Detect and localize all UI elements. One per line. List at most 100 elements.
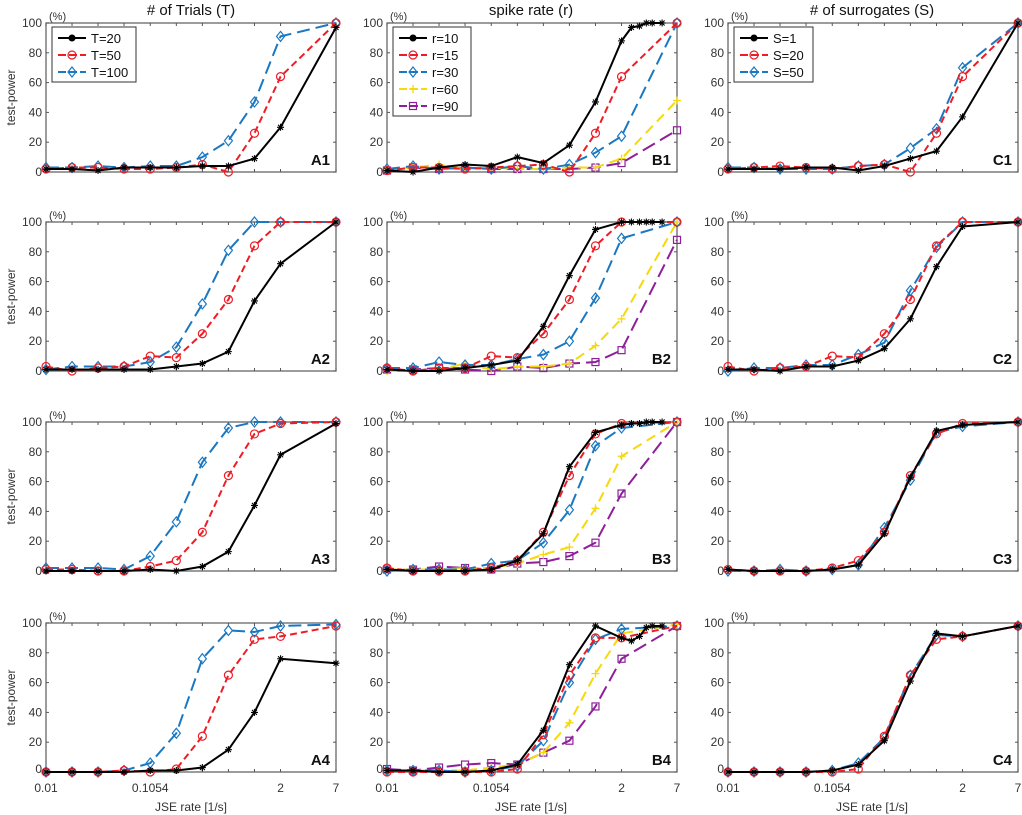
- axes-box: [45, 622, 337, 773]
- y-tick-label: 60: [29, 275, 43, 289]
- marker-diamond: [801, 766, 811, 778]
- axes-box: [45, 421, 337, 572]
- marker-circle: [672, 417, 682, 427]
- marker-diamond: [408, 66, 418, 78]
- marker-diamond: [749, 766, 759, 778]
- y-tick-label: 60: [711, 475, 725, 489]
- marker-star: [565, 272, 573, 280]
- marker-plus: [565, 543, 574, 552]
- legend-entry: T=20: [58, 31, 121, 46]
- marker-star: [120, 768, 128, 776]
- marker-star: [383, 767, 391, 775]
- series-line: [728, 624, 1019, 773]
- marker-star: [627, 23, 635, 31]
- marker-star: [932, 147, 940, 155]
- marker-star: [932, 629, 940, 637]
- marker-star: [635, 218, 643, 226]
- marker-diamond: [749, 66, 759, 78]
- legend-label: T=100: [91, 65, 128, 80]
- marker-star: [776, 768, 784, 776]
- marker-circle: [957, 72, 968, 82]
- legend-entry: S=50: [740, 65, 804, 80]
- series-T-20: [42, 218, 340, 374]
- series-line: [46, 421, 337, 572]
- x-tick-label: 0.1054: [132, 781, 169, 795]
- marker-diamond: [616, 130, 627, 143]
- marker-star: [172, 767, 180, 775]
- y-tick-label: 20: [29, 735, 43, 749]
- marker-diamond: [564, 335, 575, 348]
- marker-square: [591, 357, 600, 367]
- marker-star: [776, 567, 784, 575]
- marker-diamond: [749, 161, 759, 174]
- marker-diamond: [616, 232, 627, 245]
- marker-diamond: [67, 66, 77, 78]
- marker-star: [959, 632, 967, 640]
- marker-star: [591, 428, 599, 436]
- marker-star: [565, 661, 573, 669]
- marker-square: [617, 346, 626, 355]
- marker-star: [513, 557, 521, 565]
- marker-circle: [197, 731, 207, 741]
- marker-circle: [249, 128, 260, 138]
- marker-diamond: [223, 624, 234, 637]
- marker-diamond: [275, 30, 286, 43]
- marker-star: [880, 737, 888, 745]
- marker-diamond: [538, 536, 549, 549]
- marker-circle: [749, 50, 759, 60]
- y-tick-label: 80: [370, 646, 384, 660]
- series-line: [387, 221, 678, 370]
- marker-star: [277, 123, 285, 131]
- marker-diamond: [931, 241, 942, 254]
- y-unit-label: (%): [49, 210, 66, 222]
- marker-star: [332, 218, 340, 226]
- marker-star: [68, 366, 76, 374]
- series-r-10: [383, 418, 666, 575]
- marker-star: [776, 367, 784, 375]
- y-tick-label: 40: [29, 705, 43, 719]
- marker-star: [250, 155, 258, 163]
- marker-diamond: [197, 297, 208, 310]
- marker-star: [880, 530, 888, 538]
- series-line: [45, 221, 336, 371]
- marker-star: [932, 263, 940, 271]
- panel-label: C4: [993, 752, 1013, 769]
- marker-circle: [905, 167, 916, 177]
- y-tick-label: 0: [35, 165, 42, 179]
- y-tick-label: 80: [29, 445, 43, 459]
- marker-circle: [879, 329, 889, 339]
- marker-diamond: [1013, 17, 1022, 29]
- y-tick-label: 40: [711, 105, 725, 119]
- y-tick-label: 20: [370, 534, 384, 548]
- series-line: [387, 625, 678, 773]
- y-axis-label: test-power: [4, 69, 18, 125]
- marker-diamond: [171, 727, 182, 740]
- marker-plus: [539, 362, 548, 371]
- series-S-1: [724, 19, 1022, 175]
- marker-plus: [591, 504, 600, 513]
- y-tick-label: 80: [29, 245, 43, 259]
- marker-diamond: [672, 416, 682, 428]
- marker-diamond: [590, 439, 601, 452]
- marker-circle: [249, 241, 260, 251]
- marker-star: [828, 767, 836, 775]
- y-tick-label: 20: [370, 135, 384, 149]
- marker-star: [42, 567, 50, 575]
- marker-star: [435, 367, 443, 375]
- series-line: [46, 624, 337, 774]
- marker-star: [648, 19, 656, 27]
- marker-circle: [331, 217, 341, 227]
- marker-circle: [67, 50, 77, 60]
- marker-circle: [275, 217, 286, 227]
- marker-diamond: [197, 652, 208, 665]
- marker-star: [224, 162, 232, 170]
- axes-box: [386, 421, 678, 572]
- marker-star: [435, 164, 443, 172]
- y-tick-label: 100: [22, 616, 42, 630]
- marker-star: [802, 164, 810, 172]
- panel-b1: 0 20 40 60 80 100 (%) B1 r=10 r=15 r=30 r=60 r=90: [363, 11, 682, 179]
- marker-star: [198, 162, 206, 170]
- marker-plus: [591, 669, 600, 678]
- marker-circle: [931, 128, 942, 138]
- y-tick-label: 40: [370, 705, 384, 719]
